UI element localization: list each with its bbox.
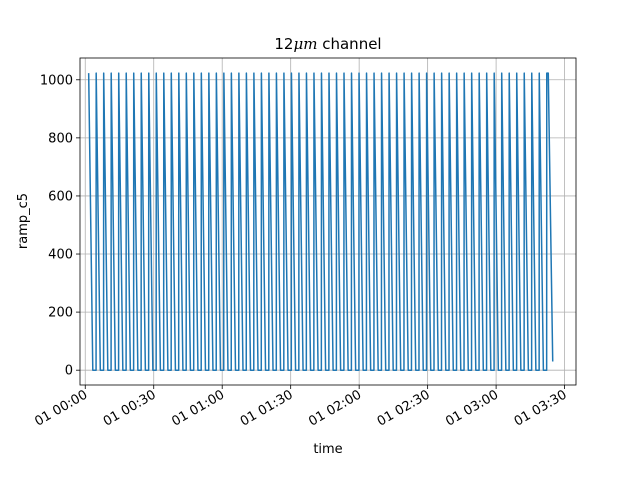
plot-area bbox=[80, 58, 576, 385]
y-tick-label: 200 bbox=[48, 306, 73, 321]
y-tick-label: 800 bbox=[48, 131, 73, 146]
y-axis: 0 200 400 600 800 1000 bbox=[40, 73, 80, 379]
y-tick-label: 400 bbox=[48, 248, 73, 263]
y-tick-label: 0 bbox=[65, 364, 73, 379]
chart-title: 12μm channel bbox=[274, 35, 381, 53]
series-layer bbox=[87, 72, 554, 371]
y-tick-label: 600 bbox=[48, 189, 73, 204]
y-axis-label: ramp_c5 bbox=[16, 193, 31, 249]
x-axis-label: time bbox=[313, 442, 342, 457]
plot-frame bbox=[79, 57, 577, 386]
y-tick-label: 1000 bbox=[40, 73, 73, 88]
series-line-ramp-c5 bbox=[87, 72, 554, 371]
